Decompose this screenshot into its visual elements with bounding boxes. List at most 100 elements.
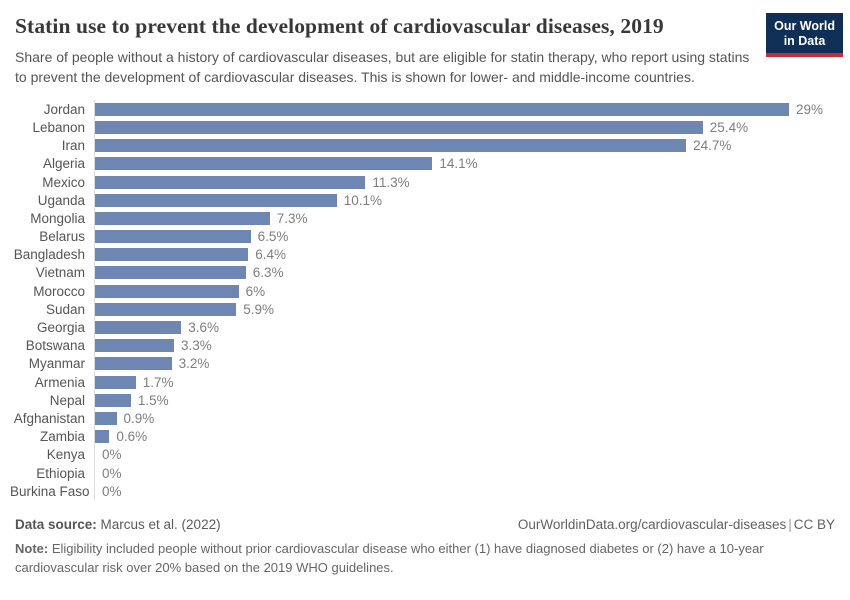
- bar-row: Myanmar 3.2%: [10, 354, 835, 373]
- bar[interactable]: [95, 302, 237, 316]
- bar[interactable]: [95, 411, 117, 425]
- category-label: Bangladesh: [13, 247, 85, 263]
- bar-row: Belarus 6.5%: [10, 227, 835, 246]
- bar-track: 3.3%: [94, 336, 835, 355]
- chart-header: Statin use to prevent the development of…: [15, 13, 843, 87]
- value-label: 3.3%: [181, 338, 212, 354]
- category-label: Ethiopia: [36, 465, 85, 481]
- bar-chart: Jordan 29% Lebanon 25.4% Iran 24.7% Algeria 14.…: [10, 100, 835, 501]
- bar-track: 3.6%: [94, 318, 835, 337]
- bar-row: Sudan 5.9%: [10, 300, 835, 319]
- category-label: Zambia: [39, 429, 85, 445]
- bar-row: Ethiopia 0%: [10, 463, 835, 483]
- value-label: 0%: [102, 483, 122, 499]
- bar-track: 0.6%: [94, 427, 835, 446]
- bar[interactable]: [95, 175, 366, 189]
- bar[interactable]: [95, 230, 251, 244]
- bar-row: Georgia 3.6%: [10, 318, 835, 337]
- owid-link[interactable]: OurWorldinData.org/cardiovascular-diseas…: [517, 517, 787, 533]
- value-label: 0%: [102, 447, 122, 463]
- bar-row: Morocco 6%: [10, 282, 835, 301]
- bar-row: Zambia 0.6%: [10, 427, 835, 446]
- value-label: 0.6%: [116, 429, 148, 445]
- chart-note: Note: Eligibility included people withou…: [15, 540, 815, 577]
- bar-track: 6.4%: [94, 245, 835, 264]
- bar[interactable]: [95, 157, 433, 171]
- data-source: Data source: Marcus et al. (2022): [15, 517, 221, 532]
- bar-row: Lebanon 25.4%: [10, 118, 835, 137]
- bar-track: 3.2%: [94, 354, 835, 373]
- bar-track: 1.5%: [94, 391, 835, 410]
- bar-track: 25.4%: [94, 118, 835, 137]
- bar-row: Burkina Faso 0%: [10, 482, 835, 501]
- bar-track: 0.9%: [94, 409, 835, 428]
- value-label: 7.3%: [276, 210, 308, 226]
- category-label: Mongolia: [30, 210, 85, 226]
- data-source-label: Data source:: [15, 517, 97, 533]
- bar[interactable]: [95, 321, 182, 335]
- license-label[interactable]: CC BY: [793, 517, 835, 533]
- owid-logo-line2: in Data: [783, 33, 826, 48]
- value-label: 25.4%: [709, 119, 749, 135]
- bar[interactable]: [95, 193, 337, 207]
- category-label: Mexico: [42, 174, 85, 190]
- value-label: 6.5%: [257, 229, 289, 245]
- category-label: Burkina Faso: [10, 483, 90, 499]
- bar[interactable]: [95, 375, 136, 389]
- bar[interactable]: [95, 102, 789, 116]
- bar-track: 0%: [94, 463, 835, 483]
- category-label: Iran: [61, 138, 85, 154]
- value-label: 0%: [102, 465, 122, 481]
- category-label: Jordan: [43, 101, 85, 117]
- value-label: 0.9%: [123, 410, 155, 426]
- bar-track: 0%: [94, 445, 835, 464]
- bar[interactable]: [95, 357, 172, 371]
- chart-footer: Data source: Marcus et al. (2022) OurWor…: [15, 517, 835, 577]
- category-label: Botswana: [25, 338, 85, 354]
- owid-logo-line1: Our World: [774, 19, 835, 33]
- bar[interactable]: [95, 430, 110, 444]
- bar-row: Algeria 14.1%: [10, 154, 835, 173]
- bar[interactable]: [95, 284, 239, 298]
- bar-track: 6%: [94, 282, 835, 301]
- value-label: 24.7%: [693, 138, 732, 154]
- bar-row: Nepal 1.5%: [10, 391, 835, 410]
- category-label: Nepal: [49, 392, 85, 408]
- bar[interactable]: [95, 248, 249, 262]
- category-label: Georgia: [36, 320, 85, 336]
- category-label: Kenya: [46, 447, 85, 463]
- category-label: Morocco: [33, 283, 85, 299]
- category-label: Belarus: [39, 229, 85, 245]
- bar[interactable]: [95, 139, 687, 153]
- bar[interactable]: [95, 120, 703, 134]
- note-label: Note:: [15, 541, 49, 557]
- bar[interactable]: [95, 393, 131, 407]
- chart-subtitle: Share of people without a history of car…: [15, 49, 750, 85]
- bar-track: 11.3%: [94, 172, 835, 192]
- bar[interactable]: [95, 266, 246, 280]
- source-row: Data source: Marcus et al. (2022) OurWor…: [15, 517, 835, 532]
- value-label: 3.6%: [188, 320, 219, 336]
- category-label: Afghanistan: [13, 410, 85, 426]
- value-label: 3.2%: [178, 356, 210, 372]
- bar-track: 6.5%: [94, 227, 835, 246]
- category-label: Myanmar: [28, 356, 85, 372]
- attribution: OurWorldinData.org/cardiovascular-diseas…: [518, 517, 835, 532]
- bar[interactable]: [95, 211, 270, 225]
- category-label: Lebanon: [32, 119, 85, 135]
- bar-row: Botswana 3.3%: [10, 336, 835, 355]
- bar-track: 14.1%: [94, 154, 835, 173]
- category-label: Uganda: [37, 192, 85, 208]
- bar-track: 6.3%: [94, 263, 835, 283]
- bar-row: Bangladesh 6.4%: [10, 245, 835, 264]
- value-label: 1.7%: [142, 374, 174, 390]
- category-label: Algeria: [42, 156, 85, 172]
- data-source-value: Marcus et al. (2022): [96, 517, 221, 533]
- bar-row: Armenia 1.7%: [10, 373, 835, 392]
- value-label: 10.1%: [343, 192, 382, 208]
- bar-row: Iran 24.7%: [10, 136, 835, 155]
- category-label: Armenia: [34, 374, 85, 390]
- note-value: Eligibility included people without prio…: [15, 541, 764, 575]
- bar[interactable]: [95, 339, 174, 353]
